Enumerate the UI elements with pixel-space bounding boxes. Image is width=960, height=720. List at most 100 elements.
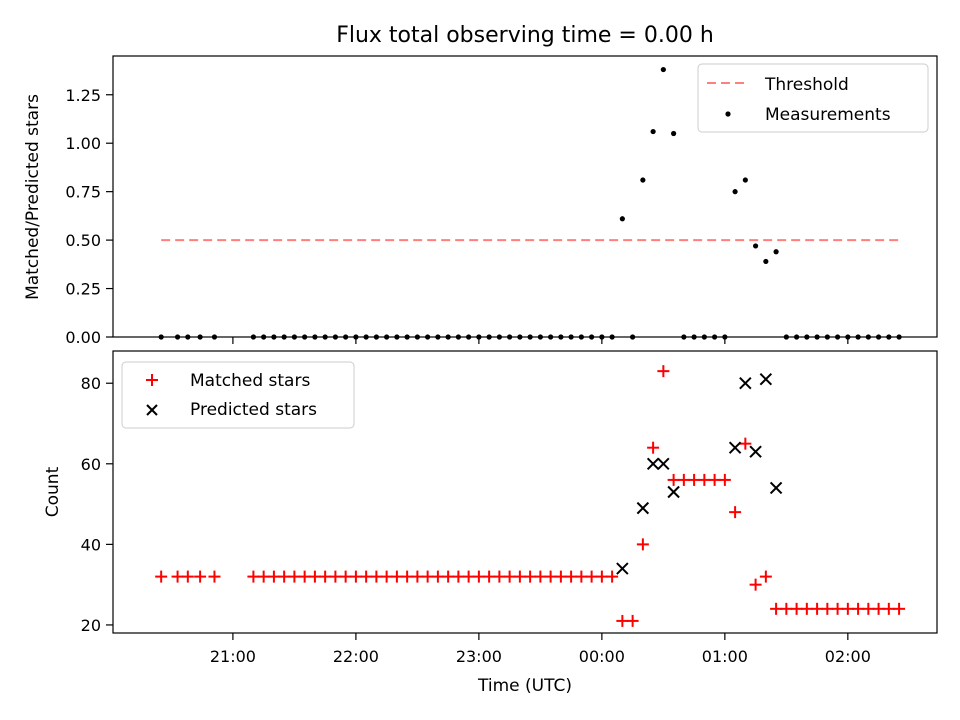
top-legend-frame — [697, 63, 929, 133]
matched-star-point — [647, 441, 660, 454]
bottom-plot-marks — [155, 365, 906, 627]
bottom-x-axis-label: Time (UTC) — [477, 676, 572, 696]
predicted-star-point — [759, 372, 773, 386]
figure-title: Flux total observing time = 0.00 h — [336, 23, 714, 48]
matched-star-point — [339, 570, 352, 583]
matched-star-point — [544, 570, 557, 583]
matched-star-point — [606, 570, 619, 583]
top-axes: 0.00 0.25 0.50 0.75 1.00 1.25 Matched/Predict… — [23, 55, 938, 347]
legend-predicted-label: Predicted stars — [190, 400, 317, 420]
matched-star-point — [524, 570, 537, 583]
matched-star-point — [729, 506, 742, 519]
bottom-legend: Matched stars Predicted stars — [121, 361, 355, 429]
matched-star-point — [585, 570, 598, 583]
bottom-xtick-label: 01:00 — [702, 647, 748, 666]
bottom-xtick-label: 02:00 — [825, 647, 871, 666]
matched-star-point — [308, 570, 321, 583]
bottom-ytick-label: 20 — [81, 616, 101, 635]
matched-star-point — [483, 570, 496, 583]
matched-star-point — [811, 602, 824, 615]
matched-star-point — [667, 473, 680, 486]
matched-star-point — [626, 614, 639, 627]
matched-star-point — [749, 578, 762, 591]
matched-star-point — [462, 570, 475, 583]
legend-predicted-marker — [146, 404, 158, 416]
bottom-ytick-label: 80 — [81, 374, 101, 393]
legend-matched-label: Matched stars — [190, 371, 310, 391]
matched-star-point — [298, 570, 311, 583]
matched-star-point — [708, 473, 721, 486]
matched-star-point — [370, 570, 383, 583]
top-ytick-label: 0.50 — [65, 231, 101, 250]
bottom-ytick-label: 60 — [81, 455, 101, 474]
matched-star-point — [821, 602, 834, 615]
bottom-xtick-label: 22:00 — [333, 647, 379, 666]
bottom-xtick-label: 21:00 — [210, 647, 256, 666]
top-ytick-label: 0.25 — [65, 280, 101, 299]
top-ytick-label: 1.00 — [65, 134, 101, 153]
predicted-star-point — [739, 377, 752, 390]
matched-star-point — [493, 570, 506, 583]
bottom-legend-frame — [121, 361, 355, 429]
matched-star-point — [770, 602, 783, 615]
matched-star-point — [513, 570, 526, 583]
matched-star-point — [882, 602, 895, 615]
matched-star-point — [636, 538, 649, 551]
bottom-ytick-label: 40 — [81, 535, 101, 554]
matched-star-point — [554, 570, 567, 583]
matched-star-point — [831, 602, 844, 615]
matched-star-point — [595, 570, 608, 583]
matched-star-point — [401, 570, 414, 583]
matched-star-point — [390, 570, 403, 583]
matched-star-point — [171, 570, 184, 583]
matched-star-point — [790, 602, 803, 615]
top-legend: Threshold Measurements — [697, 63, 929, 133]
matched-star-point — [852, 602, 865, 615]
top-x-ticks — [232, 337, 849, 344]
predicted-star-point — [769, 481, 783, 495]
matched-star-point — [267, 570, 280, 583]
matched-star-point — [565, 570, 578, 583]
matched-star-point — [718, 473, 731, 486]
matched-star-point — [688, 473, 701, 486]
matched-star-point — [780, 602, 793, 615]
predicted-star-point — [667, 485, 680, 499]
matched-star-point — [194, 570, 207, 583]
matched-star-point — [759, 570, 772, 583]
bottom-xtick-label: 23:00 — [456, 647, 502, 666]
matched-star-point — [155, 570, 168, 583]
matched-star-point — [257, 570, 270, 583]
matched-star-point — [575, 570, 588, 583]
measurement-point — [742, 177, 748, 183]
matched-star-point — [278, 570, 291, 583]
matched-star-point — [208, 570, 221, 583]
matched-star-point — [181, 570, 194, 583]
matched-star-point — [421, 570, 434, 583]
matched-star-point — [380, 570, 393, 583]
bottom-axes-frame — [112, 350, 938, 634]
matched-star-point — [534, 570, 547, 583]
measurement-point — [763, 258, 769, 265]
matched-star-point — [698, 473, 711, 486]
legend-measurements-marker — [725, 111, 731, 117]
matched-star-point — [862, 602, 875, 615]
matched-star-point — [319, 570, 332, 583]
matched-star-point — [411, 570, 424, 583]
measurement-point — [619, 216, 625, 222]
matched-star-point — [349, 570, 362, 583]
top-y-axis-label: Matched/Predicted stars — [23, 94, 43, 300]
measurement-point — [640, 177, 646, 183]
predicted-star-point — [657, 457, 670, 471]
matched-star-point — [739, 437, 752, 450]
matched-star-point — [442, 570, 455, 583]
predicted-star-point — [636, 501, 650, 515]
matched-star-point — [893, 602, 906, 615]
legend-measurements-label: Measurements — [765, 105, 891, 125]
matched-star-point — [247, 570, 260, 583]
measurement-point — [650, 128, 656, 135]
predicted-star-point — [728, 441, 742, 454]
measurement-point — [752, 243, 759, 249]
predicted-star-point — [616, 562, 629, 575]
